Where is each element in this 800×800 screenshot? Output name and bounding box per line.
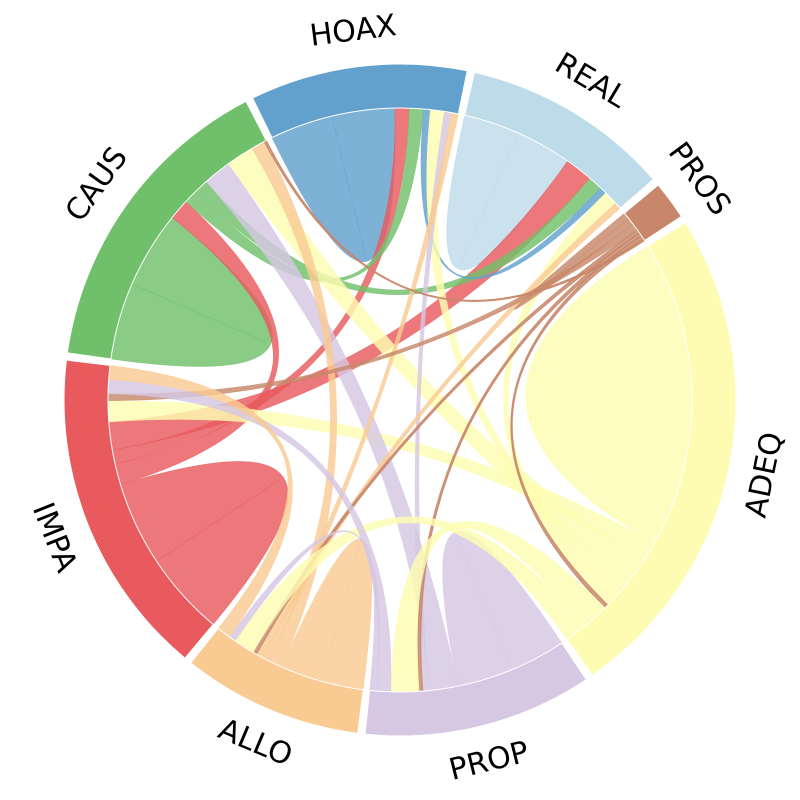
- group-arc-prop: [364, 642, 587, 737]
- group-label-adeq: ADEQ: [739, 429, 791, 520]
- group-arc-pros: [623, 184, 683, 242]
- group-label-allo: ALLO: [213, 712, 297, 774]
- group-arc-hoax: [251, 63, 468, 139]
- group-arc-adeq: [566, 222, 737, 677]
- group-arc-impa: [63, 359, 214, 659]
- group-label-hoax: HOAX: [308, 8, 398, 54]
- arc-layer: [63, 63, 737, 737]
- group-arc-allo: [190, 627, 364, 734]
- group-arc-real: [464, 71, 655, 209]
- group-arc-caus: [66, 100, 267, 360]
- ribbon-layer: [107, 107, 693, 693]
- group-label-prop: PROP: [446, 735, 533, 788]
- group-label-impa: IMPA: [25, 498, 84, 578]
